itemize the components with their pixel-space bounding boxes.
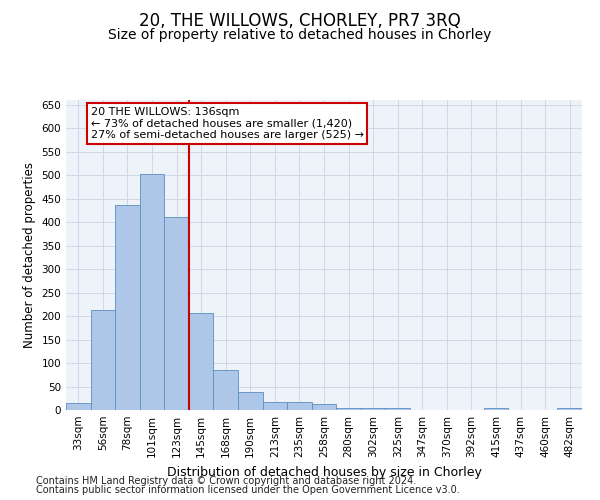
Y-axis label: Number of detached properties: Number of detached properties <box>23 162 36 348</box>
Bar <box>91 310 115 410</box>
Bar <box>164 218 189 410</box>
Bar <box>140 174 164 410</box>
Text: Contains public sector information licensed under the Open Government Licence v3: Contains public sector information licen… <box>36 485 460 495</box>
Bar <box>361 408 385 410</box>
Text: Size of property relative to detached houses in Chorley: Size of property relative to detached ho… <box>109 28 491 42</box>
Bar <box>312 404 336 410</box>
Bar <box>214 370 238 410</box>
Bar <box>263 402 287 410</box>
Text: 20, THE WILLOWS, CHORLEY, PR7 3RQ: 20, THE WILLOWS, CHORLEY, PR7 3RQ <box>139 12 461 30</box>
Bar <box>557 408 582 410</box>
Text: 20 THE WILLOWS: 136sqm
← 73% of detached houses are smaller (1,420)
27% of semi-: 20 THE WILLOWS: 136sqm ← 73% of detached… <box>91 107 364 140</box>
Bar <box>115 204 140 410</box>
Text: Contains HM Land Registry data © Crown copyright and database right 2024.: Contains HM Land Registry data © Crown c… <box>36 476 416 486</box>
Bar <box>189 313 214 410</box>
Bar <box>287 402 312 410</box>
Bar <box>484 408 508 410</box>
Bar <box>238 392 263 410</box>
Bar <box>385 408 410 410</box>
Bar <box>336 408 361 410</box>
Bar <box>66 403 91 410</box>
Text: Distribution of detached houses by size in Chorley: Distribution of detached houses by size … <box>167 466 481 479</box>
